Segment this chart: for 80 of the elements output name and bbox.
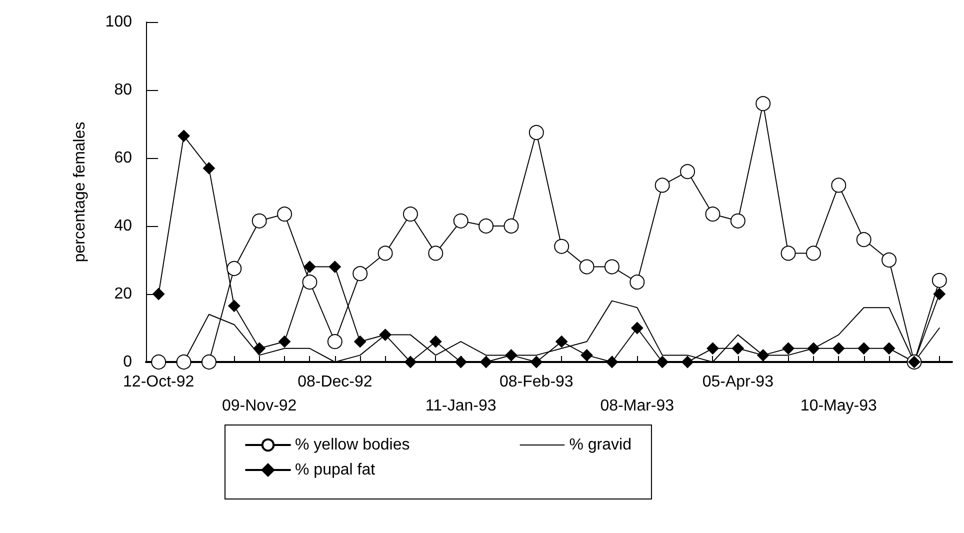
legend-label: % pupal fat [295, 462, 376, 478]
point [730, 213, 746, 228]
point [780, 246, 796, 261]
point [151, 354, 166, 370]
y-axis-title: percentage females [72, 122, 88, 262]
point [378, 246, 393, 261]
x-tick-label: 10-May-93 [800, 398, 877, 414]
point [831, 178, 846, 193]
point [832, 342, 845, 354]
point [176, 354, 192, 370]
point [528, 125, 544, 140]
x-tick-label: 08-Dec-92 [298, 374, 372, 390]
point [554, 238, 570, 254]
point [782, 342, 794, 354]
point [253, 342, 266, 354]
point [201, 354, 216, 370]
point [933, 288, 946, 300]
point [631, 322, 644, 334]
point [379, 328, 392, 341]
y-tick-label: 80 [114, 82, 132, 98]
y-tick-label: 60 [114, 150, 132, 166]
point [856, 232, 872, 248]
point [706, 342, 719, 354]
point [480, 356, 492, 368]
point [757, 349, 770, 362]
point [202, 162, 215, 174]
point [354, 336, 366, 348]
point [352, 266, 368, 282]
y-tick-label: 40 [114, 218, 132, 234]
point [328, 260, 341, 273]
point [932, 272, 947, 288]
point [504, 218, 519, 234]
x-tick-label: 08-Mar-93 [600, 398, 674, 414]
point [228, 300, 240, 312]
point [807, 342, 820, 354]
point [304, 260, 316, 273]
point [226, 261, 242, 276]
y-tick-label: 100 [105, 14, 132, 30]
point [858, 342, 870, 354]
y-tick-label: 0 [123, 354, 132, 370]
point [806, 246, 821, 261]
point [682, 356, 694, 368]
point [654, 178, 670, 193]
point [756, 96, 771, 112]
point [579, 259, 594, 274]
point [402, 206, 418, 222]
point [732, 342, 744, 354]
point [430, 336, 442, 348]
x-tick-label: 09-Nov-92 [222, 398, 297, 414]
point [428, 246, 444, 261]
point [883, 342, 896, 354]
point [530, 356, 542, 368]
point [556, 336, 568, 348]
legend-label: % yellow bodies [295, 436, 410, 454]
point [178, 130, 190, 142]
point [604, 259, 620, 274]
point [656, 356, 668, 368]
x-tick-label: 11-Jan-93 [425, 398, 496, 414]
y-tick-label: 20 [114, 286, 132, 302]
point [705, 206, 720, 222]
point [580, 349, 593, 362]
legend-label: % gravid [569, 436, 632, 454]
x-tick-label: 08-Feb-93 [499, 374, 574, 390]
point [505, 349, 518, 362]
point [680, 164, 696, 180]
point [252, 213, 267, 228]
point [606, 356, 618, 368]
point [327, 334, 342, 350]
x-tick-label: 12-Oct-92 [123, 374, 194, 390]
point [630, 274, 645, 290]
point [278, 336, 291, 348]
point [454, 356, 467, 368]
point [453, 213, 468, 228]
point [478, 218, 494, 234]
point [404, 356, 416, 368]
point [152, 288, 165, 300]
point [882, 252, 897, 268]
x-tick-label: 05-Apr-93 [702, 374, 774, 390]
point [302, 274, 318, 290]
point [277, 206, 292, 222]
